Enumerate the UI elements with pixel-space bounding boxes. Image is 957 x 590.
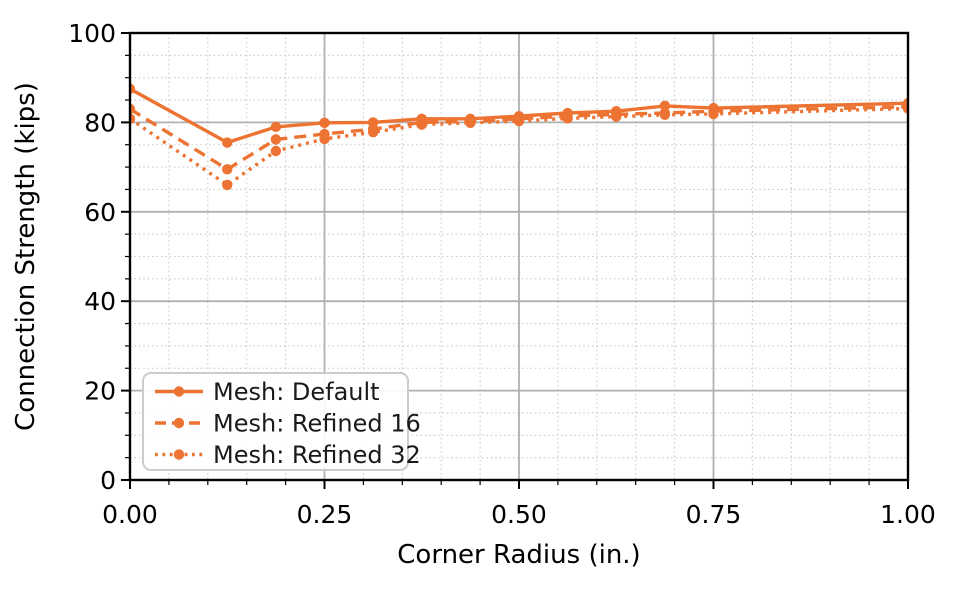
- series-marker-mesh-default: [222, 137, 233, 148]
- legend-marker-sample: [173, 449, 185, 460]
- x-tick-label: 0.25: [297, 500, 353, 529]
- series-marker-mesh-refined-32: [513, 115, 525, 127]
- series-marker-mesh-refined-32: [130, 113, 136, 125]
- legend-entry-label: Mesh: Refined 16: [213, 410, 421, 438]
- y-axis-label: Connection Strength (kips): [11, 82, 41, 431]
- legend-box: [142, 372, 409, 471]
- legend-entry: Mesh: Refined 32: [155, 441, 421, 469]
- series-marker-mesh-default: [319, 117, 330, 129]
- axis-ticks: [121, 32, 909, 489]
- y-tick-label: 60: [84, 198, 116, 227]
- legend: Mesh: Default Mesh: Refined 16 Mesh: Refin…: [142, 372, 421, 471]
- y-tick-label: 100: [68, 19, 116, 48]
- legend-entry: Mesh: Refined 16: [155, 410, 421, 438]
- x-tick-label: 1.00: [880, 500, 936, 529]
- series-marker-mesh-default: [659, 100, 671, 112]
- series-marker-mesh-refined-16: [130, 103, 136, 115]
- x-axis-label: Corner Radius (in.): [397, 540, 640, 570]
- series-marker-mesh-refined-16: [270, 134, 282, 145]
- series-marker-mesh-refined-32: [611, 111, 622, 122]
- series-marker-mesh-refined-32: [902, 103, 908, 114]
- y-tick-label: 0: [100, 466, 116, 495]
- legend-entry-label: Mesh: Default: [213, 378, 380, 406]
- series-marker-mesh-refined-32: [367, 127, 379, 138]
- series-marker-mesh-refined-32: [465, 117, 476, 129]
- series-marker-mesh-refined-32: [416, 119, 427, 130]
- series-marker-mesh-refined-32: [222, 179, 233, 191]
- series-marker-mesh-refined-32: [562, 113, 573, 124]
- y-tick-label: 20: [84, 377, 116, 406]
- major-gridlines: [130, 33, 908, 480]
- legend-entry-label: Mesh: Refined 32: [213, 441, 421, 469]
- series-marker-mesh-refined-16: [222, 164, 233, 175]
- data-series: [130, 83, 908, 191]
- series-marker-mesh-refined-32: [270, 145, 282, 157]
- x-tick-label: 0.50: [491, 500, 547, 529]
- x-tick-label: 0.00: [102, 500, 158, 529]
- minor-gridlines: [130, 33, 908, 480]
- series-marker-mesh-refined-32: [659, 109, 671, 121]
- series-marker-mesh-refined-32: [319, 133, 330, 145]
- series-marker-mesh-default: [130, 83, 136, 95]
- legend-entry: Mesh: Default: [155, 378, 380, 406]
- y-tick-label: 40: [84, 287, 116, 316]
- y-tick-label: 80: [84, 108, 116, 137]
- legend-marker-sample: [173, 386, 185, 397]
- tick-labels: 0.00 0.25 0.50 0.75 1.00 0 20 40 60 80 100: [68, 19, 936, 529]
- legend-marker-sample: [173, 417, 185, 429]
- series-marker-mesh-default: [270, 121, 282, 133]
- x-tick-label: 0.75: [686, 500, 742, 529]
- series-marker-mesh-refined-32: [708, 108, 719, 120]
